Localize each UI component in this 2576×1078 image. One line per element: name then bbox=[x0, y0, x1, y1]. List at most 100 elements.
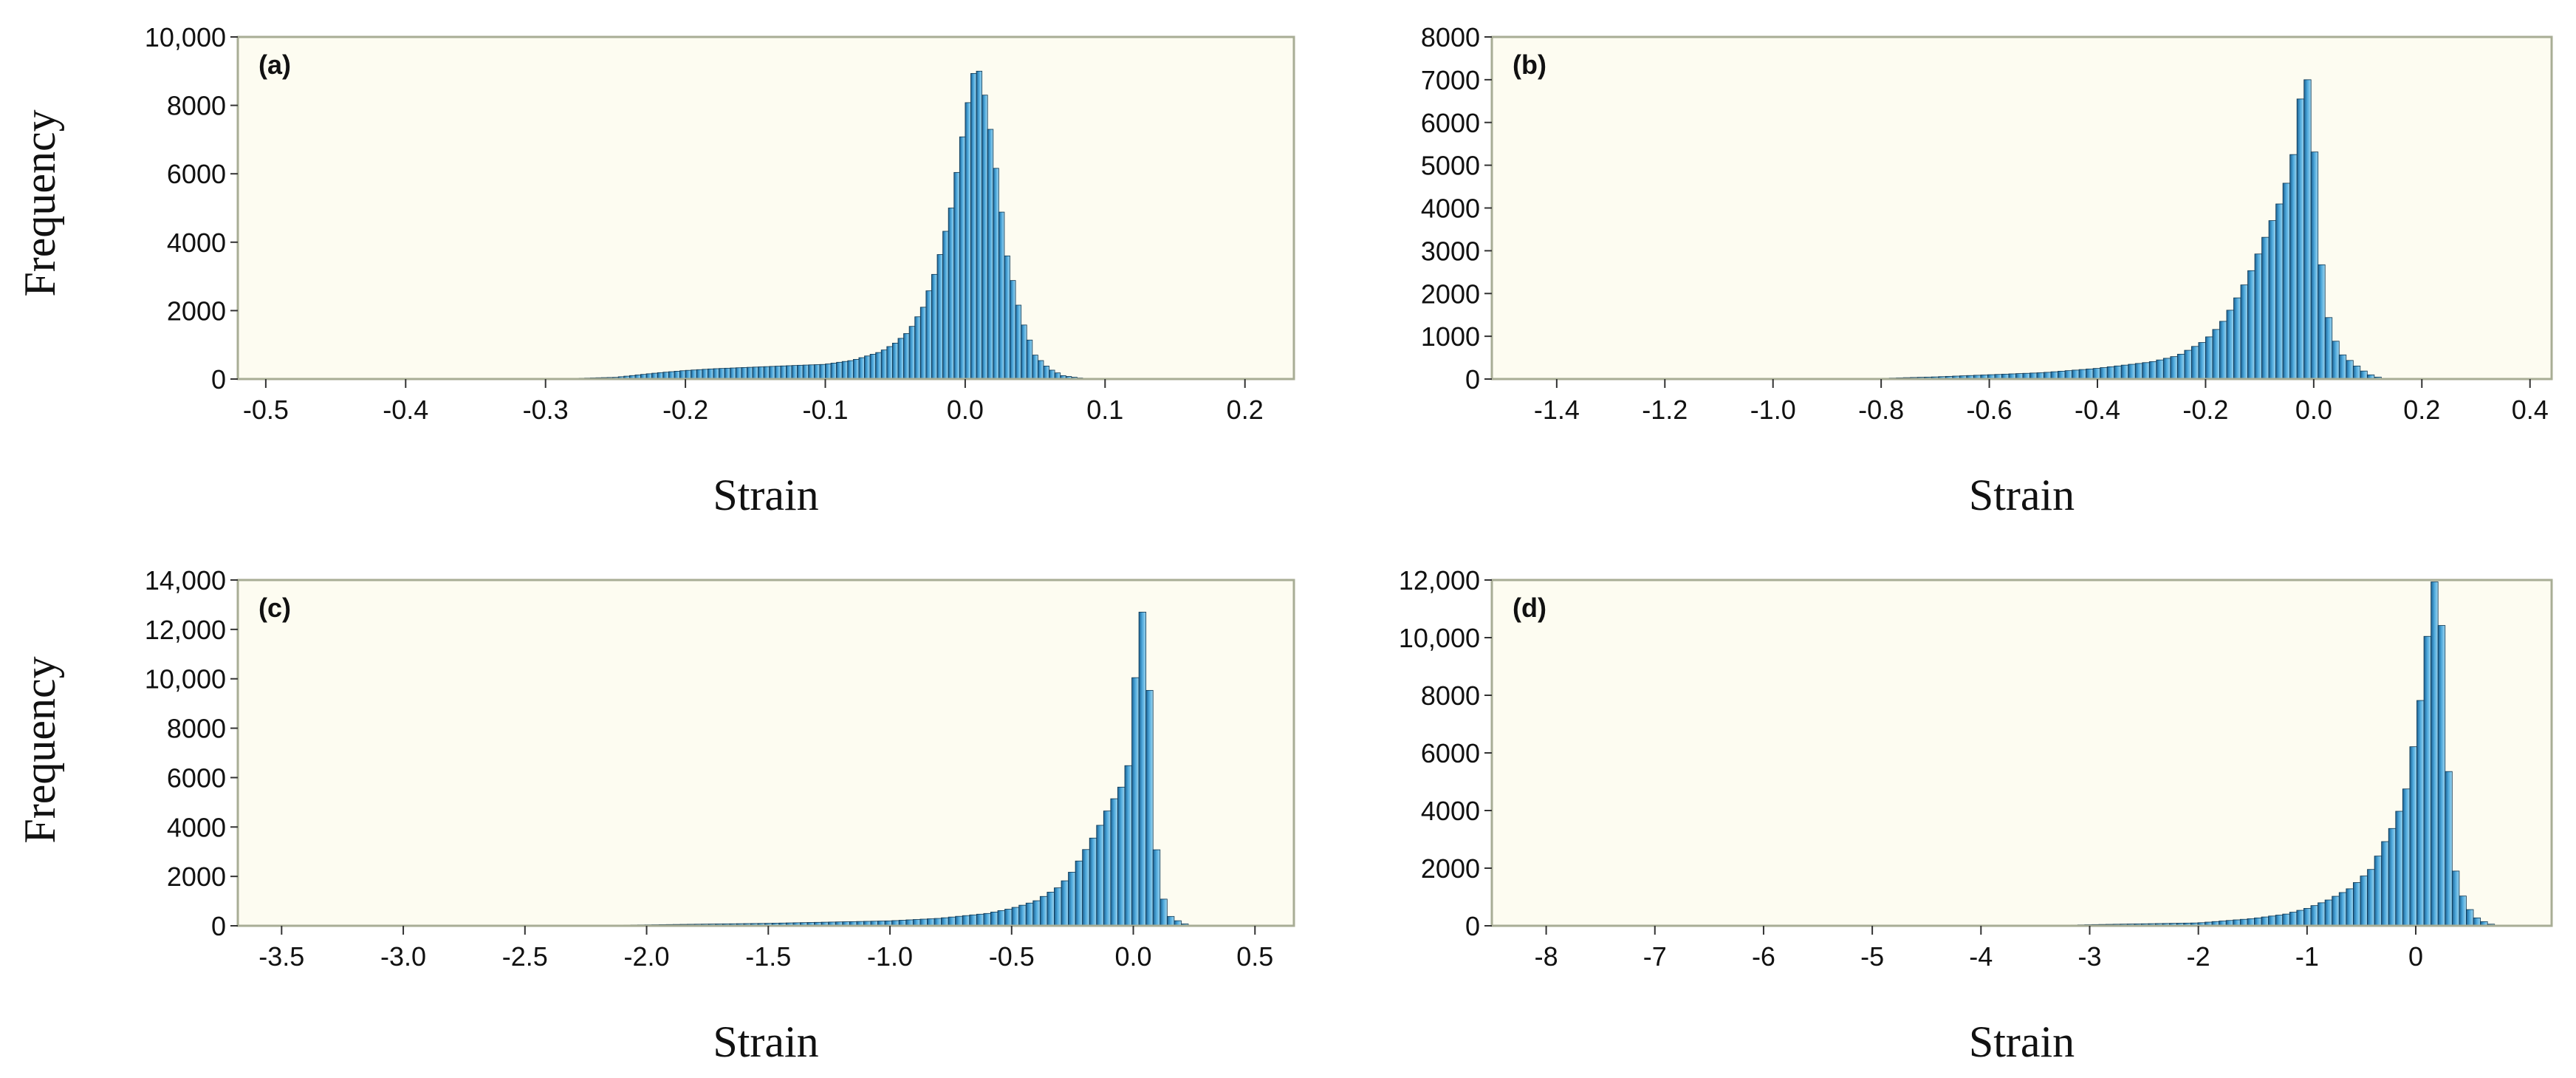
histogram-bar bbox=[2106, 366, 2115, 380]
y-tick-label: 14,000 bbox=[145, 565, 226, 596]
histogram-bar bbox=[808, 364, 815, 380]
histogram-bar bbox=[2473, 917, 2481, 927]
histogram-bar bbox=[2402, 788, 2411, 927]
histogram-bar bbox=[2205, 336, 2213, 380]
y-tick-label: 12,000 bbox=[145, 615, 226, 645]
histogram-bar bbox=[2367, 869, 2375, 927]
histogram-bar bbox=[813, 364, 821, 380]
histogram-bar bbox=[786, 365, 792, 380]
x-axis-label: Strain bbox=[1969, 471, 2075, 519]
histogram-bar bbox=[2128, 364, 2136, 380]
histogram-bar bbox=[2092, 368, 2101, 380]
panel-label: (c) bbox=[258, 593, 291, 623]
histogram-panel-c: -3.5 -3.0 -2.5 -2.0 -1.5 -1.0 -0.5 0.0 0.5 0 2000… bbox=[16, 565, 1295, 1066]
x-tick-label: -0.5 bbox=[243, 395, 289, 425]
x-tick-label: -1 bbox=[2295, 941, 2319, 972]
x-tick-label: -2 bbox=[2187, 941, 2210, 972]
histogram-bar bbox=[2275, 203, 2284, 380]
histogram-bar bbox=[875, 352, 882, 380]
histogram-bar bbox=[1152, 849, 1161, 927]
histogram-bar bbox=[819, 364, 826, 380]
x-tick-label: -0.4 bbox=[383, 395, 428, 425]
y-tick-label: 3000 bbox=[1421, 236, 1480, 266]
y-tick-label: 4000 bbox=[1421, 194, 1480, 224]
histogram-bar bbox=[908, 326, 916, 380]
x-tick-label: 0.1 bbox=[1086, 395, 1123, 425]
histogram-bar bbox=[903, 333, 910, 380]
y-tick-label: 12,000 bbox=[1399, 565, 1480, 596]
x-tick-label: -3.0 bbox=[380, 941, 426, 972]
histogram-bar bbox=[931, 273, 938, 380]
histogram-bar bbox=[948, 916, 956, 927]
histogram-bar bbox=[2318, 264, 2326, 380]
histogram-bar bbox=[708, 368, 714, 380]
histogram-bar bbox=[969, 914, 977, 927]
x-tick-label: -0.6 bbox=[1967, 395, 2012, 425]
histogram-bar bbox=[685, 369, 692, 380]
histogram-bar bbox=[2346, 360, 2354, 380]
histogram-bar bbox=[691, 369, 697, 380]
histogram-bar bbox=[2170, 356, 2178, 380]
x-tick-label: -0.3 bbox=[523, 395, 569, 425]
histogram-panel-d: -8 -7 -6 -5 -4 -3 -2 -1 0 0 2000 4000 6000 8000 10,00… bbox=[1399, 565, 2553, 1066]
y-ticks: 0 2000 4000 6000 8000 10,000 bbox=[145, 22, 238, 395]
histogram-bar bbox=[1117, 786, 1126, 927]
y-tick-label: 1000 bbox=[1421, 321, 1480, 352]
histogram-bar bbox=[2416, 700, 2425, 927]
histogram-bar bbox=[774, 366, 781, 380]
histogram-bar bbox=[679, 370, 686, 380]
histogram-bar bbox=[830, 363, 837, 380]
histogram-bar bbox=[1054, 887, 1062, 927]
x-tick-label: -2.5 bbox=[502, 941, 548, 972]
y-ticks: 0 2000 4000 6000 8000 10,000 12,000 14,000 bbox=[145, 565, 238, 941]
histogram-bar bbox=[2303, 79, 2312, 380]
histogram-bar bbox=[942, 231, 949, 380]
histogram-bar bbox=[2162, 358, 2171, 380]
histogram-bar bbox=[2352, 365, 2361, 380]
histogram-bar bbox=[2247, 270, 2255, 380]
histogram-bar bbox=[1032, 900, 1041, 927]
y-axis-label: Frequency bbox=[16, 656, 64, 843]
x-tick-label: -1.2 bbox=[1642, 395, 1688, 425]
histogram-bar bbox=[976, 70, 983, 380]
histogram-panel-a: -0.5 -0.4 -0.3 -0.2 -0.1 0.0 0.1 0.2 0 2000 4000 6… bbox=[16, 22, 1295, 519]
histogram-bar bbox=[2466, 909, 2474, 927]
histogram-bar bbox=[2332, 341, 2340, 380]
x-tick-label: 0 bbox=[2408, 941, 2423, 972]
histogram-bar bbox=[2058, 370, 2066, 380]
histogram-bar bbox=[1166, 915, 1175, 927]
histogram-bar bbox=[780, 365, 787, 380]
histogram-bar bbox=[1138, 612, 1147, 927]
y-ticks: 0 2000 4000 6000 8000 10,000 12,000 bbox=[1399, 565, 1492, 941]
histogram-bar bbox=[983, 912, 991, 927]
x-tick-label: -5 bbox=[1860, 941, 1884, 972]
y-tick-label: 8000 bbox=[1421, 680, 1480, 711]
histogram-panel-b: -1.4 -1.2 -1.0 -0.8 -0.6 -0.4 -0.2 0.0 0.2 0.4 0 1… bbox=[1421, 22, 2553, 519]
plot-frame bbox=[236, 579, 1295, 927]
x-tick-label: 0.5 bbox=[1236, 941, 1273, 972]
histogram-bar bbox=[914, 316, 921, 380]
histogram-bar bbox=[1124, 765, 1132, 927]
y-axis-label: Frequency bbox=[16, 109, 64, 296]
y-tick-label: 2000 bbox=[167, 296, 226, 326]
x-ticks: -1.4 -1.2 -1.0 -0.8 -0.6 -0.4 -0.2 0.0 0.2 0.4 bbox=[1534, 379, 2549, 425]
histogram-bar bbox=[2338, 354, 2347, 380]
histogram-bar bbox=[2451, 870, 2460, 927]
panel-label: (a) bbox=[258, 50, 291, 80]
y-tick-label: 7000 bbox=[1421, 65, 1480, 95]
histogram-bar bbox=[976, 913, 984, 927]
x-tick-label: -0.1 bbox=[802, 395, 848, 425]
histogram-bar bbox=[802, 364, 809, 380]
histogram-bar bbox=[941, 917, 949, 927]
histogram-bar bbox=[1015, 304, 1022, 380]
histogram-bar bbox=[696, 369, 703, 380]
y-tick-label: 8000 bbox=[167, 91, 226, 121]
panel-label: (d) bbox=[1513, 593, 1546, 623]
histogram-bar bbox=[962, 915, 970, 927]
histogram-bar bbox=[1004, 909, 1013, 927]
histogram-bar bbox=[2226, 310, 2234, 380]
histogram-bar bbox=[1046, 892, 1055, 927]
y-tick-label: 5000 bbox=[1421, 151, 1480, 181]
y-tick-label: 0 bbox=[211, 911, 226, 941]
x-tick-label: -7 bbox=[1643, 941, 1667, 972]
